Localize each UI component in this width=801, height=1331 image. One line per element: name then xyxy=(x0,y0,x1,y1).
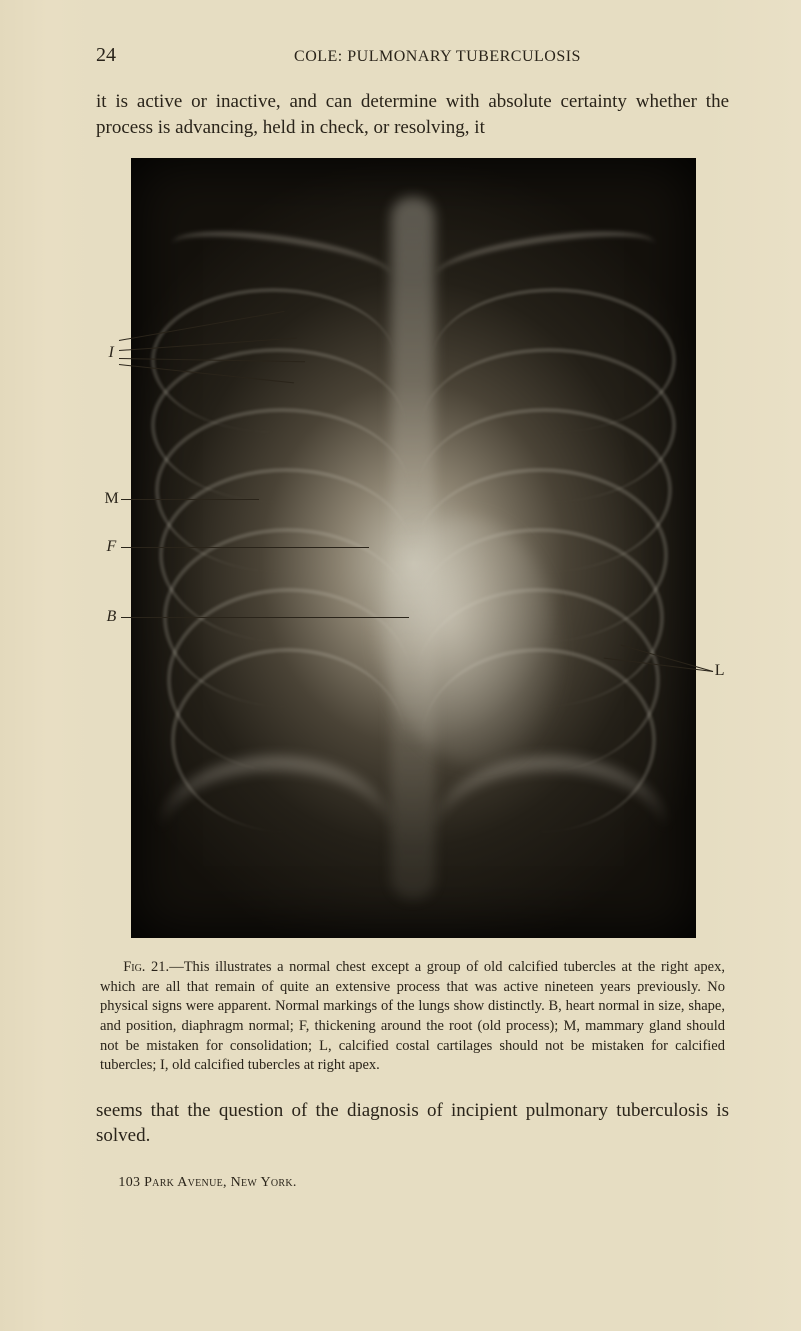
clavicle-right xyxy=(433,221,657,297)
caption-body: —This illustrates a normal chest except … xyxy=(100,959,725,1073)
page-number: 24 xyxy=(96,44,116,67)
running-head: COLE: PULMONARY TUBERCULOSIS xyxy=(116,48,729,66)
figure-21: I M F B L xyxy=(113,158,713,938)
figure-label-L: L xyxy=(715,662,725,680)
xray-image xyxy=(131,158,696,938)
figure-label-F: F xyxy=(107,538,117,556)
figure-label-B: B xyxy=(107,608,117,626)
figure-label-M: M xyxy=(105,490,119,508)
caption-lead: Fig. 21. xyxy=(123,959,169,975)
leader-line xyxy=(121,547,369,548)
footer-address: 103 Park Avenue, New York. xyxy=(96,1175,729,1191)
diaphragm-left xyxy=(161,756,391,910)
conclusion-paragraph: seems that the question of the diagnosis… xyxy=(96,1098,729,1149)
page: 24 COLE: PULMONARY TUBERCULOSIS it is ac… xyxy=(0,0,801,1331)
diaphragm-right xyxy=(436,756,666,910)
figure-caption: Fig. 21.—This illustrates a normal chest… xyxy=(100,958,725,1075)
page-header: 24 COLE: PULMONARY TUBERCULOSIS xyxy=(96,44,729,67)
intro-paragraph: it is active or inactive, and can determ… xyxy=(96,89,729,140)
clavicle-left xyxy=(168,221,392,297)
figure-label-I: I xyxy=(109,344,114,362)
leader-line xyxy=(121,617,409,618)
leader-line xyxy=(121,499,259,500)
